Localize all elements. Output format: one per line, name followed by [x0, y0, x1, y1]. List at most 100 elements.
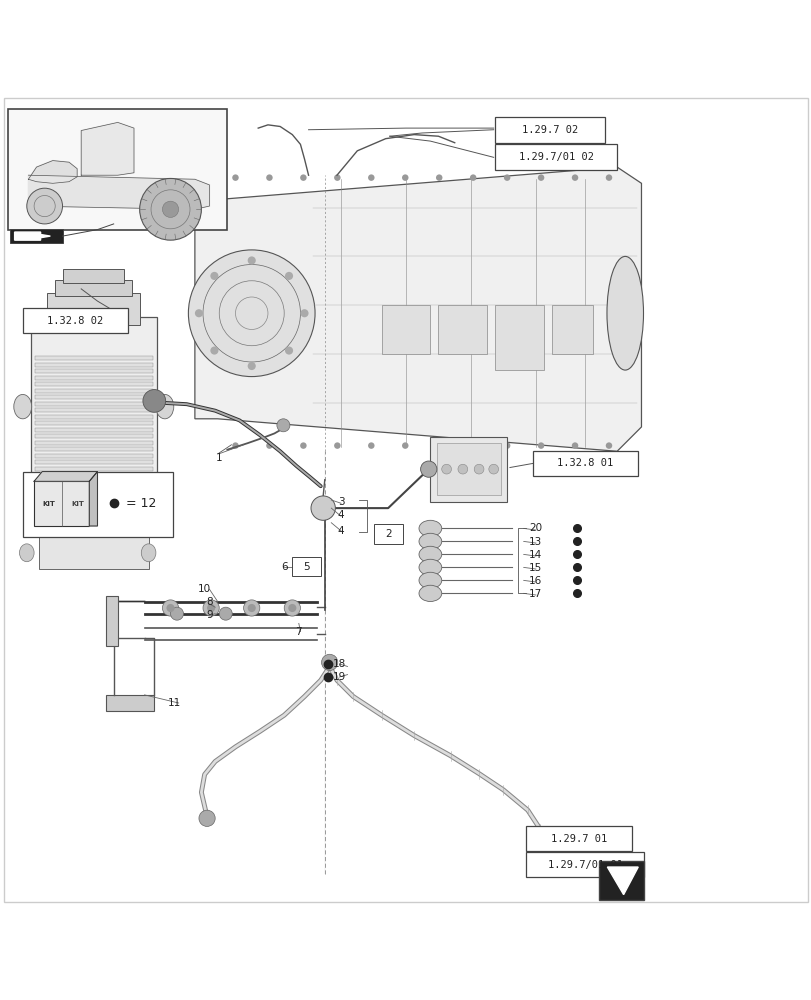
Circle shape [605, 174, 611, 181]
Text: 16: 16 [529, 576, 542, 586]
Bar [35, 499, 152, 503]
Circle shape [571, 442, 577, 449]
Bar [23, 472, 173, 537]
Circle shape [170, 607, 183, 620]
Circle shape [470, 174, 476, 181]
Circle shape [207, 604, 215, 612]
Bar [35, 506, 152, 510]
Ellipse shape [418, 572, 441, 589]
Bar [35, 356, 152, 360]
Polygon shape [195, 167, 641, 451]
Ellipse shape [418, 559, 441, 576]
Circle shape [367, 442, 374, 449]
Circle shape [143, 390, 165, 412]
Bar [8, 109, 227, 230]
Bar [35, 402, 152, 406]
Text: 2: 2 [384, 529, 391, 539]
Ellipse shape [14, 394, 32, 419]
Circle shape [288, 604, 296, 612]
Bar [495, 305, 543, 370]
Circle shape [300, 174, 307, 181]
Bar [373, 524, 402, 544]
Bar [35, 447, 152, 451]
Text: 18: 18 [333, 659, 345, 669]
Circle shape [27, 188, 62, 224]
Circle shape [367, 174, 374, 181]
Circle shape [300, 309, 308, 317]
Ellipse shape [418, 546, 441, 563]
Circle shape [139, 178, 201, 240]
Bar [35, 376, 152, 380]
Circle shape [401, 442, 408, 449]
Text: 19: 19 [333, 672, 345, 682]
Text: 20: 20 [529, 523, 542, 533]
Polygon shape [607, 867, 637, 895]
Bar [495, 117, 604, 143]
Polygon shape [81, 122, 134, 175]
Circle shape [605, 442, 611, 449]
Bar [35, 460, 152, 464]
Circle shape [504, 174, 510, 181]
Bar [35, 467, 152, 471]
Bar [35, 395, 152, 399]
Bar [35, 369, 152, 373]
Circle shape [247, 256, 255, 265]
Text: 11: 11 [168, 698, 181, 708]
Circle shape [247, 362, 255, 370]
Circle shape [243, 600, 260, 616]
Text: 17: 17 [529, 589, 542, 599]
Bar [35, 493, 152, 497]
Circle shape [488, 464, 498, 474]
Ellipse shape [607, 256, 642, 370]
Bar [39, 516, 148, 569]
Bar [35, 473, 152, 477]
Circle shape [162, 201, 178, 217]
Bar [381, 305, 430, 354]
Bar [34, 481, 89, 526]
Bar [35, 408, 152, 412]
Text: = 12: = 12 [126, 497, 156, 510]
Ellipse shape [156, 394, 174, 419]
Bar [35, 389, 152, 393]
Circle shape [333, 442, 340, 449]
Bar [55, 280, 132, 296]
Bar [35, 454, 152, 458]
Circle shape [266, 174, 272, 181]
Circle shape [210, 347, 218, 355]
Circle shape [470, 442, 476, 449]
Text: 1.32.8 01: 1.32.8 01 [556, 458, 613, 468]
Circle shape [311, 496, 335, 520]
Circle shape [420, 461, 436, 477]
Circle shape [284, 600, 300, 616]
Bar [551, 305, 592, 354]
Bar [35, 382, 152, 386]
Circle shape [436, 174, 442, 181]
Text: 7: 7 [295, 627, 302, 637]
Bar [105, 695, 154, 711]
Text: 9: 9 [206, 610, 212, 620]
Bar [35, 434, 152, 438]
Text: 13: 13 [529, 537, 542, 547]
Circle shape [188, 250, 315, 377]
Circle shape [537, 442, 543, 449]
Circle shape [219, 607, 232, 620]
Bar [47, 293, 140, 325]
Bar [10, 229, 62, 243]
Text: 5: 5 [303, 562, 309, 572]
Text: 4: 4 [337, 526, 344, 536]
Bar [532, 451, 637, 476]
Text: 1: 1 [216, 453, 222, 463]
Bar [430, 437, 507, 502]
Circle shape [321, 654, 337, 671]
Bar [35, 441, 152, 445]
Circle shape [162, 600, 178, 616]
Bar [31, 317, 157, 520]
Bar [526, 826, 631, 851]
Bar [35, 421, 152, 425]
Circle shape [210, 272, 218, 280]
Text: 1.29.7 01: 1.29.7 01 [550, 834, 607, 844]
Circle shape [333, 174, 340, 181]
Text: 1.29.7 02: 1.29.7 02 [521, 125, 577, 135]
Bar [599, 861, 643, 900]
Bar [35, 363, 152, 367]
